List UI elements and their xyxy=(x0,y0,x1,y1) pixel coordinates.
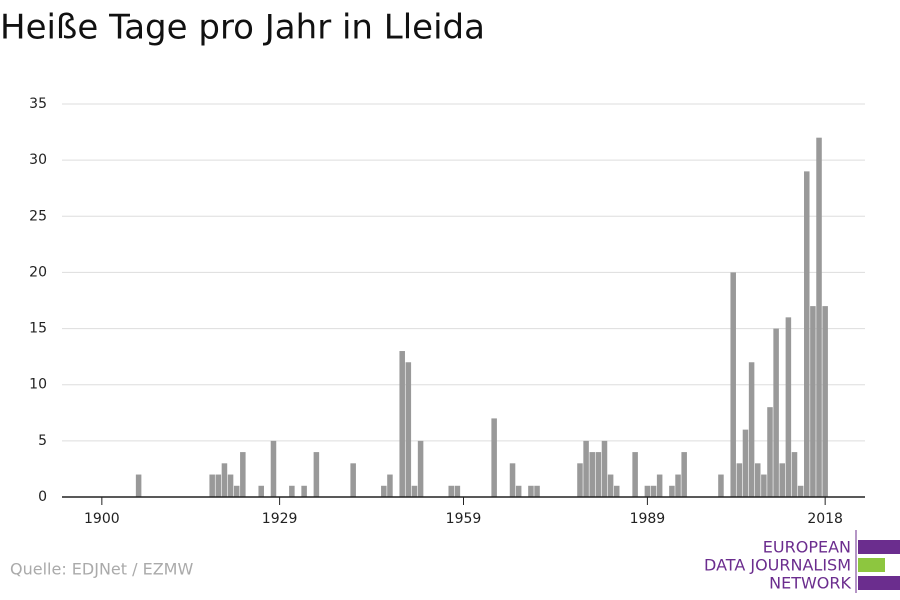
bar xyxy=(742,429,749,497)
y-tick-label: 5 xyxy=(38,433,47,449)
bar xyxy=(221,463,228,497)
x-tick-label: 1900 xyxy=(84,511,120,527)
bar xyxy=(509,463,516,497)
bar xyxy=(233,485,240,497)
bar xyxy=(595,452,602,497)
bar xyxy=(583,440,589,497)
y-tick-label: 15 xyxy=(29,321,47,337)
bar xyxy=(754,463,761,497)
y-tick-label: 0 xyxy=(38,489,47,505)
bar xyxy=(240,452,246,497)
bar xyxy=(656,474,663,497)
logo: EUROPEAN DATA JOURNALISM NETWORK xyxy=(704,530,900,593)
bar xyxy=(718,474,724,497)
bar xyxy=(601,440,608,497)
y-tick-label: 25 xyxy=(29,208,47,224)
y-tick-label: 30 xyxy=(29,152,47,168)
bar xyxy=(227,474,234,497)
bar xyxy=(736,463,743,497)
bar xyxy=(515,485,522,497)
bar xyxy=(791,452,798,497)
bar xyxy=(417,440,424,497)
x-tick-label: 1929 xyxy=(262,511,298,527)
bar xyxy=(491,418,497,497)
bar xyxy=(399,351,405,497)
bar xyxy=(454,485,461,497)
x-tick-label: 1959 xyxy=(446,511,482,527)
chart-title: Heiße Tage pro Jahr in Lleida xyxy=(0,8,485,48)
bar xyxy=(761,474,767,497)
bar xyxy=(822,306,828,497)
bar xyxy=(301,485,307,497)
bar xyxy=(669,485,675,497)
bar xyxy=(411,485,418,497)
bar xyxy=(381,485,387,497)
bar xyxy=(289,485,295,497)
source: Quelle: EDJNet / EZMW xyxy=(10,560,193,579)
bar xyxy=(613,485,620,497)
bar xyxy=(675,474,681,497)
bar xyxy=(779,463,786,497)
logo-text: EUROPEAN xyxy=(763,538,851,557)
y-tick-label: 20 xyxy=(29,264,47,280)
x-tick-label: 1989 xyxy=(630,511,666,527)
x-tick-label: 2018 xyxy=(807,511,843,527)
bar xyxy=(350,463,356,497)
bar xyxy=(816,137,822,497)
bar xyxy=(528,485,534,497)
bar xyxy=(387,474,393,497)
bar xyxy=(650,485,657,497)
bar xyxy=(215,474,222,497)
y-tick-label: 10 xyxy=(29,377,47,393)
bar xyxy=(405,362,412,497)
bar xyxy=(730,272,736,497)
bar xyxy=(632,452,638,497)
logo-bar xyxy=(858,576,900,590)
bar xyxy=(748,362,755,497)
bar xyxy=(135,474,142,497)
bar xyxy=(767,407,773,497)
logo-bar xyxy=(858,558,885,572)
bar xyxy=(209,474,215,497)
logo-text: DATA JOURNALISM xyxy=(704,556,851,575)
bar xyxy=(785,317,792,497)
bar xyxy=(448,485,454,497)
y-tick-label: 35 xyxy=(29,96,47,112)
logo-bar xyxy=(858,540,900,554)
bar xyxy=(810,306,816,497)
bar xyxy=(313,452,320,497)
bar xyxy=(589,452,595,497)
bar xyxy=(258,485,264,497)
bar xyxy=(607,474,614,497)
bar xyxy=(681,452,687,497)
bar xyxy=(804,171,810,497)
logo-text: NETWORK xyxy=(769,574,851,593)
bar xyxy=(270,440,277,497)
bar xyxy=(773,328,779,497)
bar xyxy=(644,485,651,497)
bar xyxy=(577,463,583,497)
bar xyxy=(534,485,540,497)
bar xyxy=(797,485,804,497)
